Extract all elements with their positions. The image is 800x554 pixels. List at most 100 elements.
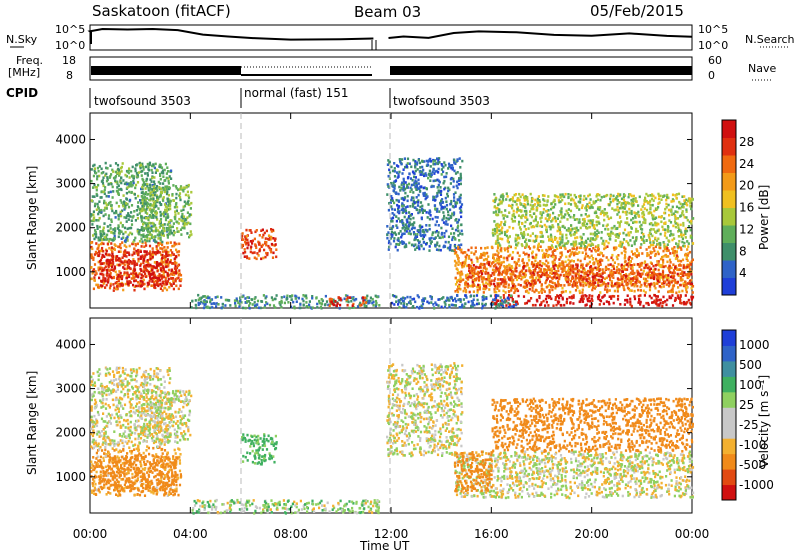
data-cell — [515, 300, 518, 304]
data-cell — [599, 291, 602, 294]
data-cell — [583, 224, 586, 227]
data-cell — [132, 240, 135, 244]
data-cell — [174, 185, 178, 188]
data-cell — [664, 253, 668, 257]
data-cell — [392, 185, 395, 189]
data-cell — [437, 158, 440, 162]
data-cell — [684, 232, 687, 236]
data-cell — [106, 178, 109, 181]
data-cell — [630, 250, 633, 253]
data-cell — [374, 299, 378, 303]
data-cell — [103, 192, 106, 195]
data-cell — [134, 167, 137, 170]
data-cell — [668, 283, 671, 286]
data-cell — [145, 165, 148, 169]
data-cell — [568, 270, 571, 274]
data-cell — [123, 226, 127, 230]
data-cell — [144, 191, 148, 194]
data-cell — [638, 273, 641, 277]
data-cell — [138, 212, 141, 215]
data-cell — [547, 296, 550, 300]
data-cell — [142, 235, 145, 238]
data-cell — [144, 272, 147, 276]
data-cell — [274, 243, 277, 246]
data-cell — [691, 291, 694, 294]
data-cell — [510, 217, 513, 221]
data-cell — [155, 168, 158, 172]
data-cell — [108, 269, 111, 272]
data-cell — [457, 247, 460, 251]
data-cell — [689, 267, 692, 271]
data-cell — [92, 256, 95, 260]
data-cell — [260, 245, 263, 248]
data-cell — [623, 288, 626, 292]
data-cell — [592, 246, 595, 250]
data-cell — [573, 231, 576, 234]
data-cell — [480, 246, 483, 250]
data-cell — [640, 208, 643, 211]
data-cell — [146, 222, 149, 225]
data-cell — [671, 304, 675, 307]
data-cell — [552, 304, 555, 307]
data-cell — [171, 225, 174, 229]
data-cell — [456, 288, 459, 291]
data-cell — [565, 233, 568, 237]
data-cell — [263, 231, 266, 235]
data-cell — [575, 243, 578, 246]
data-cell — [166, 170, 170, 173]
data-cell — [119, 259, 122, 262]
data-cell — [431, 170, 434, 174]
data-cell — [655, 295, 658, 298]
data-cell — [299, 303, 302, 306]
data-cell — [613, 289, 616, 293]
data-cell — [621, 268, 624, 271]
data-cell — [614, 198, 617, 201]
data-cell — [130, 204, 134, 207]
data-cell — [553, 267, 556, 270]
data-cell — [166, 273, 169, 276]
data-cell — [145, 260, 148, 263]
data-cell — [125, 216, 128, 220]
data-cell — [133, 279, 136, 283]
data-cell — [402, 198, 405, 202]
data-cell — [443, 232, 446, 235]
data-cell — [162, 234, 165, 237]
data-cell — [159, 214, 162, 217]
data-cell — [529, 203, 532, 207]
data-cell — [111, 258, 114, 262]
data-cell — [457, 234, 460, 237]
data-cell — [103, 188, 106, 192]
data-cell — [561, 270, 564, 274]
data-cell — [145, 178, 148, 181]
data-cell — [504, 266, 507, 270]
data-cell — [166, 246, 169, 249]
data-cell — [583, 277, 586, 280]
data-cell — [485, 267, 488, 271]
data-cell — [639, 285, 642, 289]
data-cell — [265, 301, 268, 304]
data-cell — [105, 194, 108, 198]
data-cell — [426, 229, 429, 232]
data-cell — [534, 278, 537, 282]
data-cell — [151, 280, 154, 283]
data-cell — [122, 179, 125, 182]
data-cell — [149, 233, 152, 236]
data-cell — [421, 165, 424, 169]
data-cell — [602, 302, 605, 306]
data-cell — [418, 210, 421, 214]
data-cell — [126, 227, 129, 231]
data-cell — [582, 242, 585, 246]
data-cell — [624, 250, 627, 254]
data-cell — [95, 242, 98, 245]
data-cell — [653, 281, 656, 285]
data-cell — [129, 198, 132, 202]
data-cell — [632, 277, 635, 280]
data-cell — [140, 284, 143, 288]
data-cell — [569, 253, 572, 257]
data-cell — [105, 249, 108, 253]
data-cell — [146, 162, 149, 166]
data-cell — [622, 264, 625, 268]
data-cell — [92, 258, 95, 261]
nsky-tick-top: 10^5 — [55, 23, 85, 36]
data-cell — [657, 237, 660, 241]
